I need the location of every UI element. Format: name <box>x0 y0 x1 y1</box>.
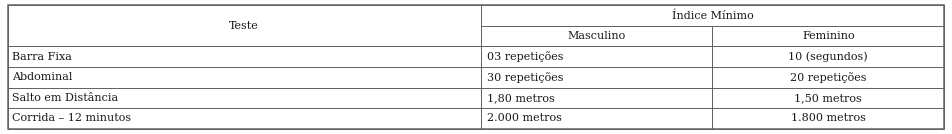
Bar <box>8 46 481 67</box>
Bar <box>481 67 712 88</box>
Text: Salto em Distância: Salto em Distância <box>11 93 118 103</box>
Text: 1,80 metros: 1,80 metros <box>486 93 554 103</box>
Text: Índice Mínimo: Índice Mínimo <box>672 10 753 21</box>
Text: 1,50 metros: 1,50 metros <box>794 93 863 103</box>
Text: 2.000 metros: 2.000 metros <box>486 113 562 123</box>
Bar <box>712 67 944 88</box>
Bar <box>481 5 944 26</box>
Bar <box>481 88 712 108</box>
Bar <box>8 67 481 88</box>
Bar <box>481 108 712 129</box>
Text: 1.800 metros: 1.800 metros <box>791 113 865 123</box>
Bar <box>8 88 481 108</box>
Bar <box>712 26 944 46</box>
Bar <box>8 5 481 46</box>
Text: 20 repetições: 20 repetições <box>790 72 866 83</box>
Bar <box>712 88 944 108</box>
Text: 03 repetições: 03 repetições <box>486 51 564 62</box>
Bar <box>481 46 712 67</box>
Text: 10 (segundos): 10 (segundos) <box>788 51 868 62</box>
Bar <box>712 46 944 67</box>
Bar <box>712 108 944 129</box>
Text: Corrida – 12 minutos: Corrida – 12 minutos <box>11 113 130 123</box>
Text: Masculino: Masculino <box>567 31 625 41</box>
Text: Feminino: Feminino <box>802 31 855 41</box>
Text: Teste: Teste <box>229 21 259 31</box>
Bar <box>8 108 481 129</box>
Text: 30 repetições: 30 repetições <box>486 72 564 83</box>
Text: Barra Fixa: Barra Fixa <box>11 52 71 62</box>
Text: Abdominal: Abdominal <box>11 72 72 82</box>
Bar <box>481 26 712 46</box>
